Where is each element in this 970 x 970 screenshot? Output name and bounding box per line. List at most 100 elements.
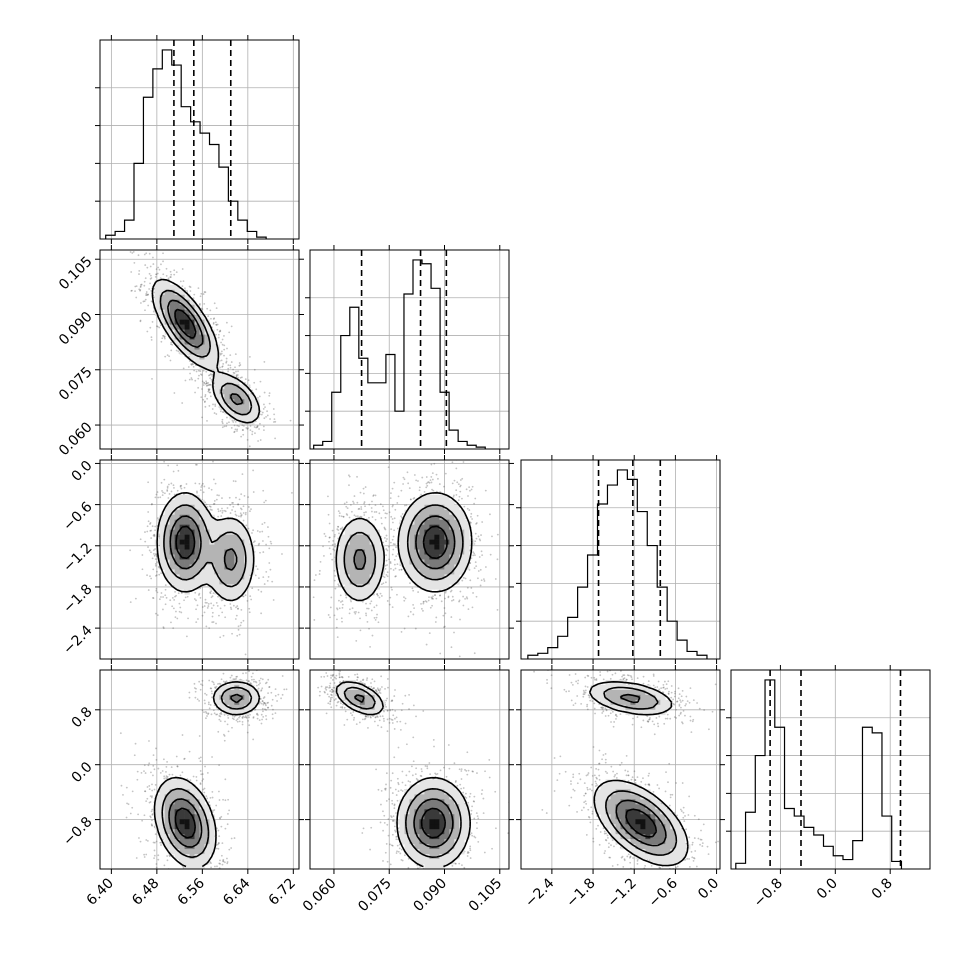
scatter-point bbox=[221, 611, 224, 614]
scatter-point bbox=[337, 525, 340, 528]
scatter-point bbox=[357, 508, 360, 510]
density-cell bbox=[414, 514, 420, 520]
density-cell bbox=[184, 329, 190, 335]
density-cell bbox=[454, 524, 460, 530]
density-cell bbox=[179, 314, 185, 320]
scatter-point bbox=[149, 575, 151, 578]
scatter-point bbox=[215, 307, 218, 310]
scatter-point bbox=[210, 488, 213, 491]
scatter-point bbox=[227, 364, 230, 367]
scatter-point bbox=[162, 491, 164, 494]
scatter-point bbox=[173, 273, 176, 276]
scatter-point bbox=[213, 478, 215, 481]
density-cell bbox=[419, 499, 425, 506]
scatter-point bbox=[170, 490, 173, 493]
scatter-point bbox=[389, 562, 392, 565]
scatter-point bbox=[473, 552, 476, 555]
density-cell bbox=[169, 579, 175, 585]
scatter-point bbox=[374, 494, 377, 497]
scatter-point bbox=[433, 462, 436, 465]
density-cell bbox=[179, 534, 185, 540]
scatter-point bbox=[165, 274, 168, 277]
scatter-point bbox=[162, 334, 165, 337]
scatter-point bbox=[371, 516, 374, 518]
density-cell bbox=[224, 574, 230, 580]
scatter-point bbox=[256, 425, 259, 428]
scatter-point bbox=[204, 395, 207, 398]
scatter-point bbox=[432, 595, 434, 598]
scatter-point bbox=[150, 277, 153, 279]
scatter-point bbox=[465, 596, 468, 598]
scatter-point bbox=[146, 530, 149, 533]
density-cell bbox=[179, 564, 185, 570]
scatter-point bbox=[211, 615, 214, 618]
scatter-point bbox=[337, 529, 340, 532]
scatter-point bbox=[270, 542, 273, 545]
density-cell bbox=[159, 554, 165, 560]
scatter-point bbox=[388, 603, 391, 606]
scatter-point bbox=[422, 609, 424, 612]
scatter-point bbox=[247, 506, 250, 508]
scatter-point bbox=[273, 418, 276, 421]
scatter-point bbox=[209, 309, 212, 312]
scatter-point bbox=[198, 592, 201, 595]
scatter-point bbox=[196, 491, 198, 494]
scatter-point bbox=[167, 277, 170, 280]
density-cell bbox=[189, 299, 195, 306]
scatter-point bbox=[479, 539, 482, 542]
density-cell bbox=[204, 344, 210, 350]
scatter-point bbox=[195, 456, 197, 458]
scatter-point bbox=[142, 300, 145, 303]
scatter-point bbox=[131, 289, 133, 292]
density-cell bbox=[159, 524, 165, 530]
density-cell bbox=[424, 519, 430, 525]
scatter-point bbox=[158, 268, 161, 271]
scatter-point bbox=[198, 374, 200, 377]
scatter-point bbox=[177, 592, 180, 595]
density-cell bbox=[449, 509, 455, 516]
scatter-point bbox=[256, 568, 259, 571]
scatter-point bbox=[465, 488, 468, 491]
scatter-point bbox=[259, 551, 261, 554]
scatter-point bbox=[360, 508, 363, 510]
scatter-point bbox=[152, 310, 155, 313]
scatter-point bbox=[456, 481, 459, 484]
scatter-point bbox=[239, 364, 242, 366]
density-cell bbox=[199, 534, 205, 540]
scatter-point bbox=[268, 392, 271, 395]
scatter-point bbox=[184, 287, 186, 290]
density-cell bbox=[224, 594, 230, 600]
density-cell bbox=[239, 569, 245, 575]
density-cell bbox=[179, 579, 185, 585]
scatter-point bbox=[383, 576, 386, 579]
density-cell bbox=[239, 544, 245, 550]
scatter-point bbox=[209, 395, 212, 398]
density-cell bbox=[204, 554, 210, 560]
density-cell bbox=[184, 344, 190, 350]
scatter-point bbox=[430, 596, 433, 599]
density-cell bbox=[184, 569, 190, 575]
scatter-point bbox=[450, 616, 453, 618]
scatter-point bbox=[203, 303, 206, 305]
density-cell bbox=[409, 524, 415, 530]
scatter-point bbox=[160, 481, 163, 484]
scatter-point bbox=[155, 273, 157, 276]
scatter-point bbox=[156, 517, 159, 520]
scatter-point bbox=[410, 498, 412, 501]
density-cell bbox=[209, 349, 215, 355]
scatter-point bbox=[348, 612, 351, 615]
scatter-point bbox=[179, 485, 182, 488]
scatter-point bbox=[258, 577, 260, 580]
scatter-point bbox=[443, 625, 446, 628]
scatter-point bbox=[175, 610, 177, 613]
scatter-point bbox=[212, 321, 215, 324]
density-cell bbox=[179, 324, 185, 330]
scatter-point bbox=[338, 599, 340, 602]
scatter-point bbox=[205, 370, 208, 373]
scatter-point bbox=[146, 293, 149, 296]
density-cell bbox=[189, 329, 195, 335]
scatter-point bbox=[134, 290, 136, 293]
scatter-point bbox=[139, 285, 142, 288]
scatter-point bbox=[231, 419, 234, 422]
scatter-point bbox=[163, 336, 166, 339]
